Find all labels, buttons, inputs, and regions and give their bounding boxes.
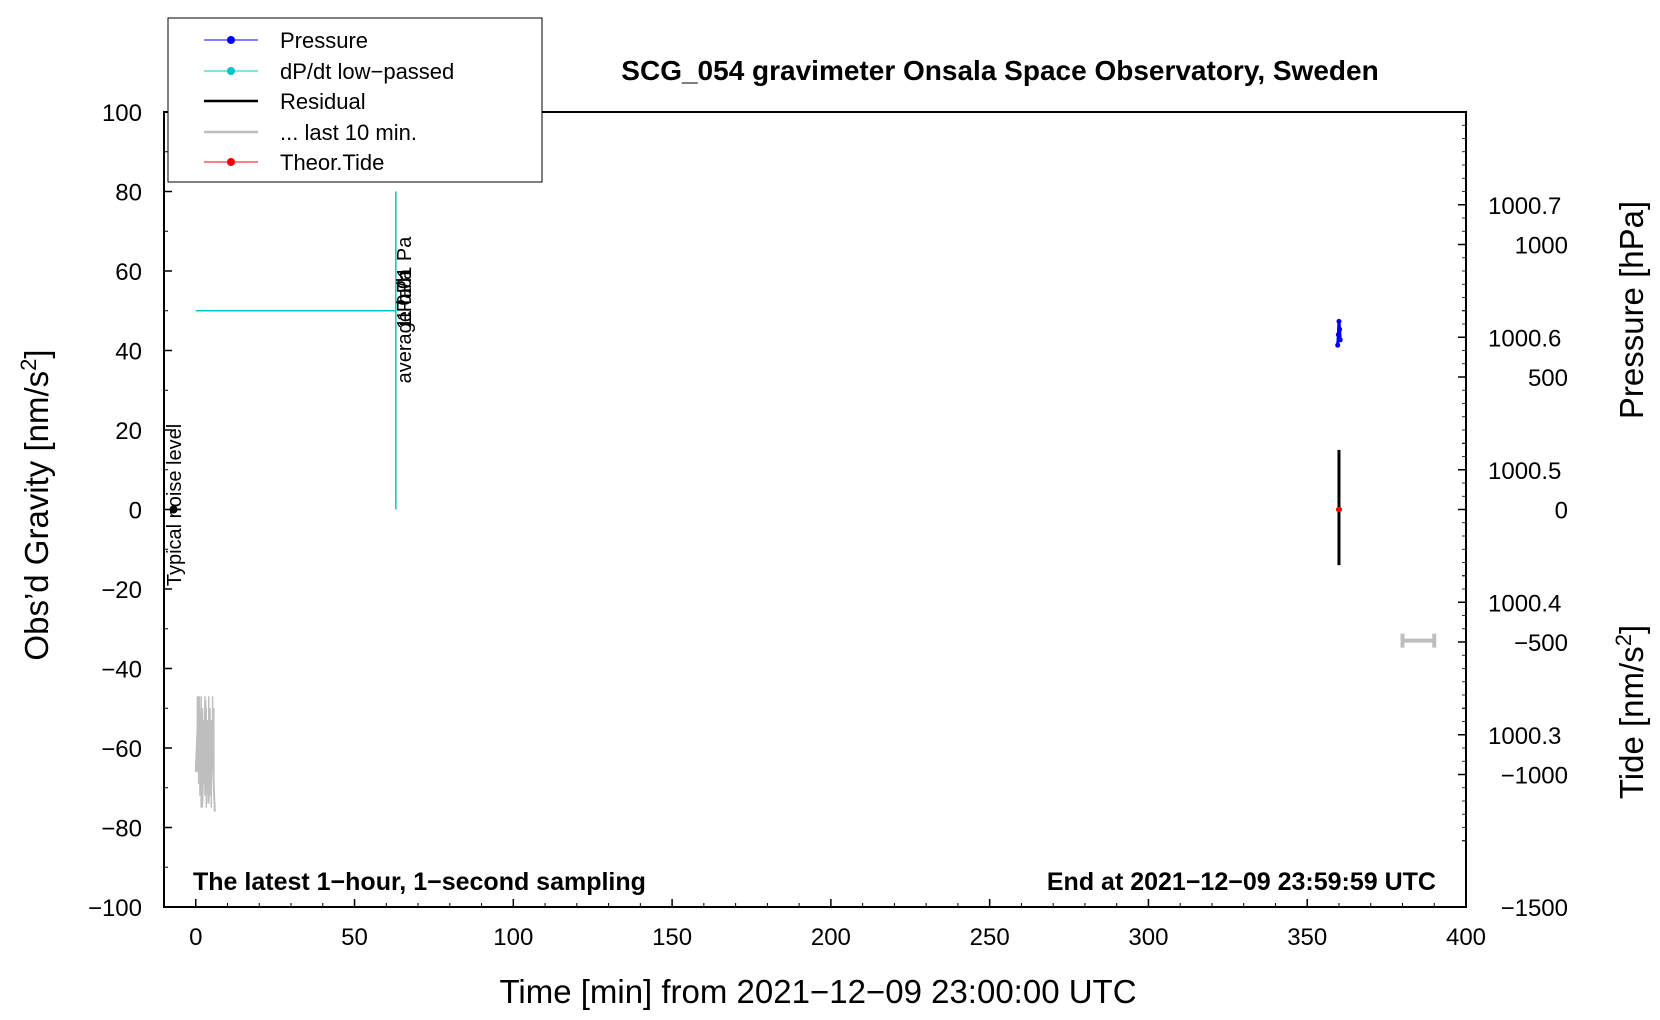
tide-axis-title-close: ] [1613, 625, 1650, 634]
legend-item-last10: ... last 10 min. [204, 120, 417, 145]
x-tick-label-50: 50 [341, 924, 368, 951]
marks-layer [169, 191, 1437, 812]
x-tick-label-250: 250 [970, 924, 1010, 951]
series-pressure-point [1335, 332, 1341, 338]
y-tick-label--80: −80 [101, 816, 142, 843]
y-axis-title-main: Obs’d Gravity [nm/s [18, 371, 55, 661]
pressure-tick-label-0: 1000.3 [1488, 723, 1561, 750]
y-tick-label-0: 0 [129, 498, 142, 525]
x-tick-label-400: 400 [1446, 924, 1486, 951]
legend-label-tide: Theor.Tide [280, 150, 384, 175]
y-tick-label-60: 60 [115, 259, 142, 286]
tide-tick-label-5: 1000 [1515, 233, 1568, 260]
y-axis-title: Obs’d Gravity [nm/s2] [16, 349, 55, 660]
x-tick-label-150: 150 [652, 924, 692, 951]
legend-item-dpdt: dP/dt low−passed [204, 59, 454, 84]
y-tick-label-40: 40 [115, 339, 142, 366]
x-tick-label-100: 100 [493, 924, 533, 951]
legend-label-dpdt: dP/dt low−passed [280, 59, 454, 84]
series-pressure-point [1337, 326, 1343, 332]
x-tick-label-0: 0 [189, 924, 202, 951]
y-tick-label-20: 20 [115, 418, 142, 445]
legend-marker-dpdt [227, 67, 235, 75]
plot-frame [163, 111, 1467, 908]
series-pressure-point [1335, 342, 1341, 348]
y-tick-label-80: 80 [115, 180, 142, 207]
tide-tick-label-0: −1500 [1501, 895, 1568, 922]
noise-marker [169, 505, 178, 514]
tide-tick-label-2: −500 [1514, 630, 1568, 657]
annotation-scale-b: 1 Pa/h [394, 271, 416, 329]
axes-layer: 0 50 100 150 200 250 300 350 400−100−80−60−40−20… [88, 100, 1568, 951]
y-tick-label--100: −100 [88, 895, 142, 922]
annotation-sampling: The latest 1−hour, 1−second sampling [193, 868, 646, 896]
annotation-scale-a: average 0.01 Pa [394, 236, 416, 384]
legend-label-residual: Residual [280, 89, 366, 114]
chart-title: SCG_054 gravimeter Onsala Space Observat… [621, 55, 1378, 86]
series-pressure-point [1336, 318, 1342, 324]
series-tide-point [1337, 507, 1343, 512]
legend-label-last10: ... last 10 min. [280, 120, 417, 145]
x-tick-label-300: 300 [1128, 924, 1168, 951]
x-tick-label-200: 200 [811, 924, 851, 951]
tide-tick-label-4: 500 [1528, 365, 1568, 392]
annotation-noise-label: Typical noise level [164, 424, 186, 586]
legend-marker-tide [227, 158, 235, 166]
pressure-axis-title: Pressure [hPa] [1613, 201, 1650, 419]
legend-marker-pressure [227, 36, 235, 44]
y-tick-label--40: −40 [101, 657, 142, 684]
tide-tick-label-1: −1000 [1501, 763, 1568, 790]
legend-item-pressure: Pressure [204, 28, 368, 53]
legend: Pressure dP/dt low−passed Residual ... l… [167, 17, 543, 183]
tide-axis-title: Tide [nm/s2] [1611, 625, 1650, 799]
pressure-tick-label-1: 1000.4 [1488, 590, 1561, 617]
x-tick-label-350: 350 [1287, 924, 1327, 951]
annotation-scale-c: 1 hPa [394, 268, 416, 321]
y-axis-title-close: ] [18, 349, 55, 358]
y-tick-label--60: −60 [101, 736, 142, 763]
y-axis-title-sup: 2 [16, 359, 41, 371]
tide-axis-title-sup: 2 [1611, 634, 1636, 646]
pressure-tick-label-3: 1000.6 [1488, 325, 1561, 352]
series-pressure-point [1337, 337, 1343, 343]
pressure-tick-label-4: 1000.7 [1488, 193, 1561, 220]
legend-label-pressure: Pressure [280, 28, 368, 53]
pressure-tick-label-2: 1000.5 [1488, 458, 1561, 485]
annotation-end-time: End at 2021−12−09 23:59:59 UTC [1047, 868, 1436, 896]
y-tick-label--20: −20 [101, 577, 142, 604]
y-tick-label-100: 100 [102, 100, 142, 127]
legend-item-residual: Residual [204, 89, 366, 114]
legend-item-tide: Theor.Tide [204, 150, 384, 175]
tide-tick-label-3: 0 [1555, 498, 1568, 525]
x-axis-title: Time [min] from 2021−12−09 23:00:00 UTC [499, 973, 1136, 1010]
tide-axis-title-main: Tide [nm/s [1613, 646, 1650, 799]
